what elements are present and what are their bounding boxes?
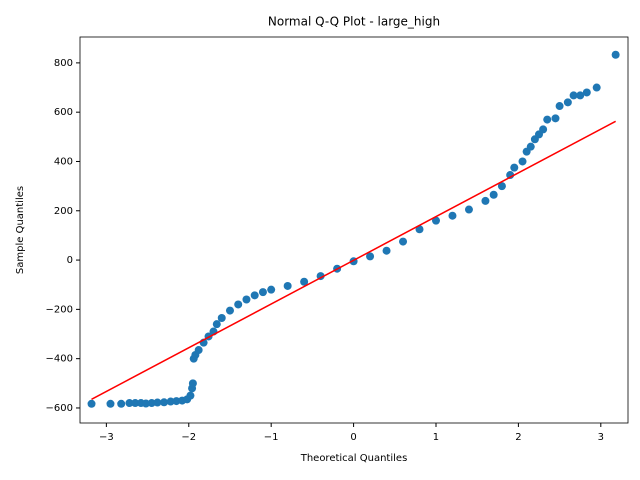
point	[166, 397, 175, 406]
x-tick-label: −3	[99, 432, 114, 443]
point	[510, 163, 519, 172]
x-tick-label: 0	[350, 432, 356, 443]
point	[300, 277, 309, 286]
x-tick-label: −2	[181, 432, 196, 443]
chart-title: Normal Q-Q Plot - large_high	[268, 15, 440, 29]
point	[481, 196, 490, 205]
point	[592, 83, 601, 92]
point	[611, 50, 620, 59]
point	[117, 399, 126, 408]
y-tick-label: 600	[54, 107, 73, 118]
y-tick-label: 200	[54, 206, 73, 217]
x-tick-label: −1	[264, 432, 279, 443]
point	[153, 398, 162, 407]
point	[431, 216, 440, 225]
point	[147, 399, 156, 408]
point	[194, 346, 203, 355]
y-tick-label: 0	[67, 255, 73, 266]
y-tick-label: 800	[54, 58, 73, 69]
point	[448, 211, 457, 220]
x-tick-label: 1	[433, 432, 439, 443]
point	[217, 313, 226, 322]
x-axis-label: Theoretical Quantiles	[300, 453, 408, 464]
point	[576, 91, 585, 100]
y-axis-label: Sample Quantiles	[15, 186, 26, 274]
point	[399, 237, 408, 246]
point	[125, 399, 134, 408]
point	[382, 246, 391, 255]
point	[526, 142, 535, 151]
point	[172, 397, 181, 406]
point	[497, 182, 506, 191]
point	[131, 399, 140, 408]
point	[366, 252, 375, 261]
point	[87, 399, 96, 408]
plot-frame	[79, 36, 629, 424]
point	[250, 291, 259, 300]
point	[518, 157, 527, 166]
y-tick-label: −400	[46, 354, 73, 365]
x-tick-label: 3	[598, 432, 604, 443]
point	[551, 114, 560, 123]
point	[489, 190, 498, 199]
point	[582, 88, 591, 97]
point	[225, 306, 234, 315]
point	[106, 399, 115, 408]
point	[543, 115, 552, 124]
point	[267, 285, 276, 294]
point	[539, 125, 548, 134]
y-tick-label: −600	[46, 403, 73, 414]
point	[212, 320, 221, 329]
x-tick-label: 2	[515, 432, 521, 443]
point	[242, 295, 251, 304]
point	[415, 225, 424, 234]
y-tick-label: −200	[46, 304, 73, 315]
point	[141, 399, 150, 408]
reference-line	[91, 120, 616, 400]
point	[234, 300, 243, 309]
point	[258, 288, 267, 297]
point	[563, 98, 572, 107]
point	[186, 391, 195, 400]
point	[160, 398, 169, 407]
point	[464, 205, 473, 214]
point	[188, 379, 197, 388]
point	[569, 91, 578, 100]
point	[555, 102, 564, 111]
y-tick-label: 400	[54, 156, 73, 167]
point	[283, 281, 292, 290]
